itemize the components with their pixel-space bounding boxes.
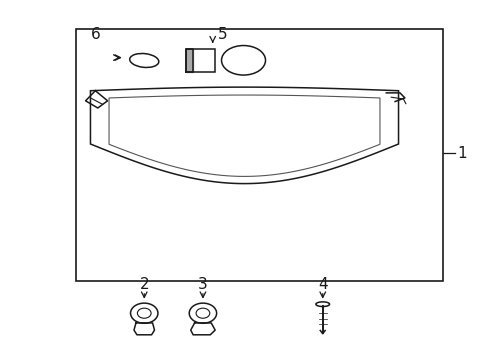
Polygon shape xyxy=(185,49,193,72)
Text: 3: 3 xyxy=(198,277,207,292)
Text: 2: 2 xyxy=(139,277,149,292)
Text: 5: 5 xyxy=(217,27,227,42)
Text: 6: 6 xyxy=(91,27,101,42)
Text: 4: 4 xyxy=(317,277,327,292)
Text: 1: 1 xyxy=(456,145,466,161)
Bar xyxy=(76,29,442,281)
